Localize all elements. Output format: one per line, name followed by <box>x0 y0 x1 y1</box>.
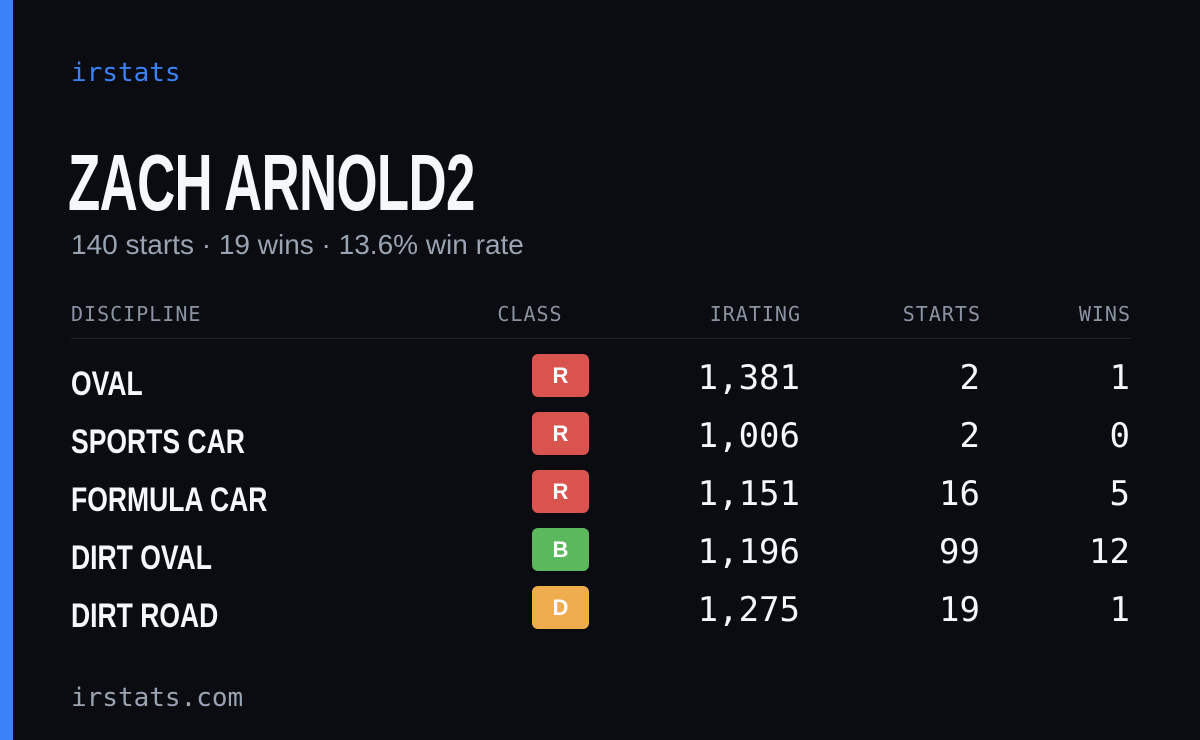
table-row: DIRT OVAL B 1,196 99 12 <box>71 522 1131 580</box>
player-name: ZACH ARNOLD2 <box>68 138 475 227</box>
accent-bar <box>0 0 13 740</box>
header-wins: WINS <box>1078 302 1131 326</box>
irating-value: 1,151 <box>697 474 800 514</box>
header-discipline: DISCIPLINE <box>71 302 202 326</box>
wins-value: 5 <box>1109 474 1130 514</box>
class-badge: R <box>532 470 589 513</box>
brand-logo-text[interactable]: irstats <box>71 58 181 88</box>
footer-url[interactable]: irstats.com <box>71 683 244 713</box>
wins-value: 0 <box>1109 416 1130 456</box>
player-summary: 140 starts · 19 wins · 13.6% win rate <box>71 229 524 260</box>
table-row: DIRT ROAD D 1,275 19 1 <box>71 580 1131 638</box>
starts-value: 2 <box>959 358 980 398</box>
table-header: DISCIPLINE CLASS IRATING STARTS WINS <box>71 300 1131 339</box>
class-badge: R <box>532 412 589 455</box>
discipline-name: FORMULA CAR <box>71 481 268 519</box>
irating-value: 1,196 <box>697 532 800 572</box>
wins-value: 1 <box>1109 358 1130 398</box>
wins-value: 1 <box>1109 590 1130 630</box>
table-row: SPORTS CAR R 1,006 2 0 <box>71 406 1131 464</box>
wins-value: 12 <box>1089 532 1130 572</box>
irating-value: 1,381 <box>697 358 800 398</box>
class-badge: R <box>532 354 589 397</box>
starts-value: 19 <box>939 590 980 630</box>
table-row: OVAL R 1,381 2 1 <box>71 348 1131 406</box>
starts-value: 16 <box>939 474 980 514</box>
discipline-table: OVAL R 1,381 2 1 SPORTS CAR R 1,006 2 0 … <box>71 348 1131 638</box>
discipline-name: DIRT OVAL <box>71 539 212 577</box>
discipline-name: SPORTS CAR <box>71 423 245 461</box>
starts-value: 2 <box>959 416 980 456</box>
table-row: FORMULA CAR R 1,151 16 5 <box>71 464 1131 522</box>
discipline-name: DIRT ROAD <box>71 597 219 635</box>
header-class: CLASS <box>497 302 563 326</box>
class-badge: B <box>532 528 589 571</box>
class-badge: D <box>532 586 589 629</box>
starts-value: 99 <box>939 532 980 572</box>
header-irating: IRATING <box>709 302 801 326</box>
header-starts: STARTS <box>902 302 981 326</box>
irating-value: 1,006 <box>697 416 800 456</box>
discipline-name: OVAL <box>71 365 143 403</box>
irating-value: 1,275 <box>697 590 800 630</box>
